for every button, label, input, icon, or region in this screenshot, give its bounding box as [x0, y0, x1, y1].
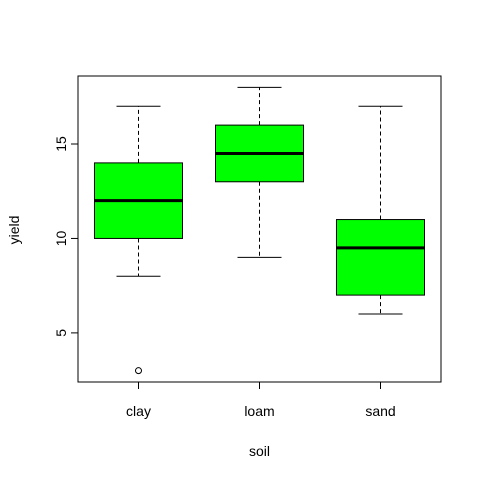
y-tick-label: 10	[53, 230, 69, 246]
x-tick-label: sand	[365, 403, 395, 419]
box-clay	[94, 105, 183, 375]
box-sand	[336, 105, 425, 315]
y-axis-label: yield	[6, 216, 22, 245]
outlier-point	[135, 367, 142, 375]
x-tick-label: clay	[126, 403, 151, 419]
box-loam	[215, 86, 304, 258]
x-axis-label: soil	[249, 443, 270, 459]
plot-area: 5 10 15 clay loam sand	[53, 75, 442, 419]
x-tick-label: loam	[244, 403, 274, 419]
iqr-box	[336, 219, 425, 296]
y-tick-label: 5	[53, 329, 69, 337]
y-tick-label: 15	[53, 136, 69, 152]
